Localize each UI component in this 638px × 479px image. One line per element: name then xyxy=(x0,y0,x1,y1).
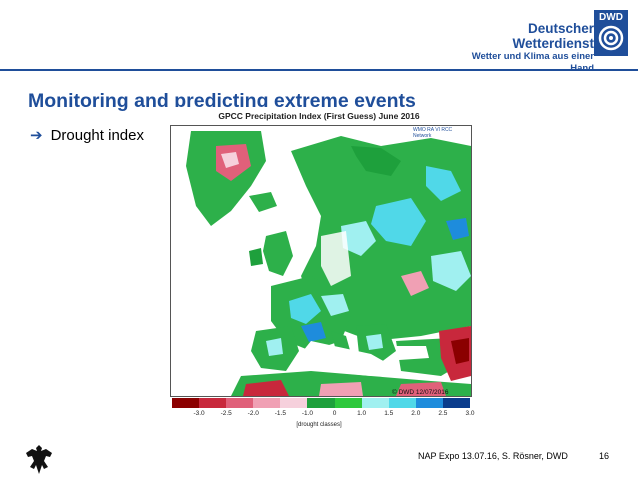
legend-tick-label: 0 xyxy=(332,410,337,417)
legend-swatch xyxy=(307,398,335,408)
legend-tick-label: -1.0 xyxy=(301,410,314,417)
legend-tick-labels: -3.0 -2.5 -2.0 -1.5 -1.0 0 1.0 1.5 2.0 2.5 3.0 xyxy=(172,410,474,420)
drought-classes-legend: -3.0 -2.5 -2.0 -1.5 -1.0 0 1.0 1.5 2.0 2.5 3.0 [dr… xyxy=(160,396,478,438)
legend-swatch xyxy=(172,398,200,408)
org-branding: Deutscher Wetterdienst Wetter und Klima … xyxy=(446,21,594,75)
legend-swatch xyxy=(280,398,308,408)
legend-tick-label: 1.5 xyxy=(384,410,394,417)
logo-abbr: DWD xyxy=(599,12,623,23)
footer-text: NAP Expo 13.07.16, S. Rösner, DWD xyxy=(418,451,568,461)
precipitation-map-figure: GPCC Precipitation Index (First Guess) J… xyxy=(160,107,478,397)
page-number: 16 xyxy=(599,451,610,461)
bullet-text: Drought index xyxy=(50,127,144,144)
map-copyright: © DWD 12/07/2016 xyxy=(392,389,449,396)
legend-tick-label: 2.0 xyxy=(411,410,421,417)
header-divider xyxy=(0,69,638,71)
slide-title: Monitoring and predicting extreme events xyxy=(28,90,416,112)
legend-tick-label: 2.5 xyxy=(438,410,448,417)
legend-swatch xyxy=(442,398,470,408)
legend-swatch xyxy=(388,398,416,408)
legend-swatch xyxy=(334,398,362,408)
legend-swatch xyxy=(415,398,443,408)
org-name: Deutscher Wetterdienst xyxy=(512,21,594,51)
arrow-right-icon: ➔ xyxy=(30,127,43,144)
legend-label: [drought classes] xyxy=(296,422,342,428)
org-tagline: Wetter und Klima aus einer Hand xyxy=(471,51,594,74)
legend-tick-label: -2.5 xyxy=(220,410,232,417)
europe-map-graphic xyxy=(171,126,471,396)
europe-map xyxy=(170,125,472,397)
legend-color-bar xyxy=(172,398,470,408)
legend-tick-label: -2.0 xyxy=(247,410,259,417)
bullet-item: ➔ Drought index xyxy=(30,126,144,144)
legend-tick-label: 3.0 xyxy=(465,410,475,417)
dwd-logo: DWD xyxy=(594,10,628,56)
legend-tick-label: -3.0 xyxy=(193,410,205,417)
map-title: GPCC Precipitation Index (First Guess) J… xyxy=(218,111,420,121)
partner-label: WMO RA VI RCC Network xyxy=(413,127,453,139)
legend-tick-label: -1.5 xyxy=(274,410,286,417)
federal-eagle-icon xyxy=(26,445,52,474)
legend-swatch xyxy=(226,398,254,408)
spiral-icon xyxy=(598,25,624,51)
legend-tick-label: 1.0 xyxy=(357,410,367,417)
legend-swatch xyxy=(361,398,389,408)
legend-swatch xyxy=(199,398,227,408)
legend-swatch xyxy=(253,398,281,408)
